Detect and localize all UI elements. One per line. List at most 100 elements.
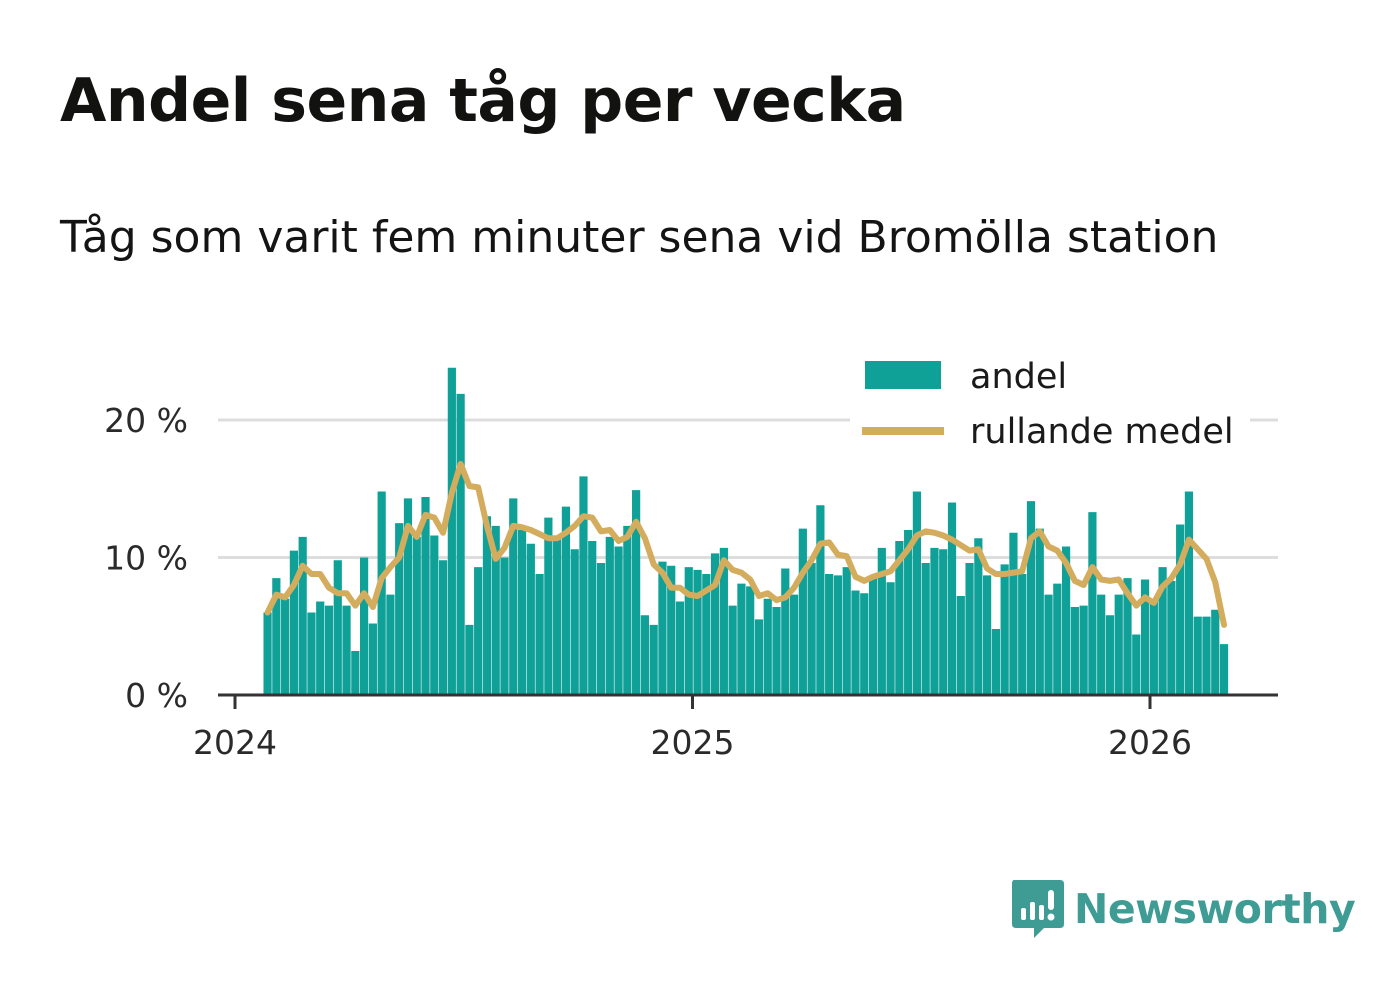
bar-andel-60: [789, 594, 799, 696]
bar-andel-30: [526, 543, 535, 695]
legend-swatch-andel: [865, 361, 941, 389]
bar-andel-31: [535, 574, 544, 695]
bar-andel-37: [588, 541, 597, 695]
bar-andel-24: [474, 567, 483, 696]
bar-andel-99: [1132, 634, 1141, 695]
bar-andel-68: [860, 593, 869, 695]
bar-andel-47: [675, 601, 685, 695]
x-tick-label-2026: 2026: [1108, 723, 1192, 762]
bar-andel-26: [491, 525, 500, 696]
bar-andel-63: [816, 505, 825, 695]
bar-andel-4: [298, 536, 307, 696]
bar-andel-87: [1026, 501, 1036, 696]
bar-andel-62: [807, 563, 816, 695]
bar-andel-53: [728, 605, 737, 696]
bar-andel-85: [1009, 532, 1018, 695]
bar-andel-8: [333, 560, 342, 695]
bar-andel-55: [746, 586, 755, 696]
legend-label-rullande-medel: rullande medel: [970, 412, 1234, 452]
bar-andel-22: [456, 393, 465, 696]
bar-andel-52: [719, 547, 728, 696]
bar-andel-41: [623, 525, 632, 696]
bar-andel-100: [1140, 579, 1150, 695]
bar-series-andel: [263, 367, 1229, 696]
bar-andel-23: [465, 624, 474, 696]
bar-andel-82: [983, 575, 992, 695]
bar-andel-50: [702, 574, 711, 695]
bar-andel-65: [833, 575, 843, 695]
newsworthy-logo-icon: [1012, 880, 1064, 938]
bar-andel-32: [544, 517, 553, 696]
bar-andel-107: [1202, 616, 1211, 696]
bar-andel-81: [974, 538, 983, 695]
bar-andel-1: [272, 578, 281, 696]
bar-andel-90: [1053, 583, 1062, 696]
bar-andel-105: [1184, 491, 1194, 695]
bar-andel-96: [1105, 615, 1115, 695]
bar-andel-17: [412, 536, 421, 696]
bar-andel-97: [1114, 594, 1123, 696]
bar-andel-98: [1123, 578, 1132, 696]
bar-andel-19: [430, 535, 439, 695]
bar-andel-104: [1176, 524, 1185, 695]
bar-andel-11: [360, 557, 369, 695]
bar-andel-45: [658, 561, 667, 696]
bar-andel-38: [596, 563, 606, 695]
line-rullande-medel: [264, 461, 1228, 628]
bar-andel-5: [307, 612, 316, 695]
bar-andel-70: [877, 547, 886, 696]
bar-andel-2: [281, 598, 290, 695]
bar-andel-33: [553, 539, 562, 696]
bar-andel-75: [921, 563, 930, 695]
bar-andel-64: [825, 574, 834, 695]
bar-andel-15: [395, 523, 404, 696]
bar-andel-79: [956, 596, 965, 695]
bar-andel-25: [482, 516, 492, 695]
x-tick-label-2025: 2025: [651, 723, 735, 762]
bar-andel-84: [1000, 564, 1009, 696]
bar-andel-56: [754, 619, 764, 696]
bar-andel-94: [1088, 512, 1097, 696]
bar-andel-92: [1070, 607, 1079, 695]
bar-andel-16: [403, 498, 413, 696]
bar-andel-73: [904, 530, 913, 695]
bar-andel-12: [368, 623, 377, 695]
bar-andel-9: [342, 605, 351, 696]
bar-andel-18: [421, 497, 430, 695]
bar-andel-27: [500, 557, 509, 695]
brand-logo: Newsworthy: [1010, 878, 1356, 940]
bar-andel-74: [912, 491, 922, 695]
bar-andel-14: [386, 594, 395, 696]
bar-andel-42: [632, 490, 641, 696]
bar-andel-46: [667, 565, 676, 695]
bar-andel-6: [316, 601, 325, 695]
bar-andel-10: [351, 651, 360, 695]
y-tick-label-20: 20 %: [104, 401, 188, 440]
bar-andel-7: [324, 605, 334, 696]
legend: andel rullande medel: [850, 350, 1250, 460]
bar-andel-86: [1018, 574, 1027, 695]
bar-andel-58: [772, 607, 781, 695]
bar-andel-40: [614, 546, 623, 695]
axes: 0 % 10 % 20 % 2024 2025 2026: [104, 401, 1278, 762]
brand-name: Newsworthy: [1074, 885, 1356, 933]
bar-andel-103: [1167, 580, 1176, 696]
bar-andel-88: [1035, 528, 1044, 696]
bar-andel-95: [1097, 594, 1106, 696]
line-series-rullande-medel: [264, 461, 1228, 628]
x-tick-label-2024: 2024: [193, 723, 277, 762]
chart-title: Andel sena tåg per vecka: [60, 66, 906, 136]
bar-andel-66: [842, 567, 851, 696]
bar-andel-35: [570, 549, 579, 695]
bar-andel-28: [509, 498, 518, 696]
bar-andel-76: [930, 547, 939, 696]
y-tick-label-10: 10 %: [104, 539, 188, 578]
bar-andel-78: [947, 502, 957, 695]
bar-andel-29: [517, 530, 527, 695]
bar-andel-20: [438, 560, 448, 695]
bar-andel-108: [1211, 609, 1220, 695]
bar-andel-57: [763, 598, 772, 695]
bar-andel-91: [1061, 546, 1071, 695]
bar-andel-102: [1158, 567, 1167, 696]
